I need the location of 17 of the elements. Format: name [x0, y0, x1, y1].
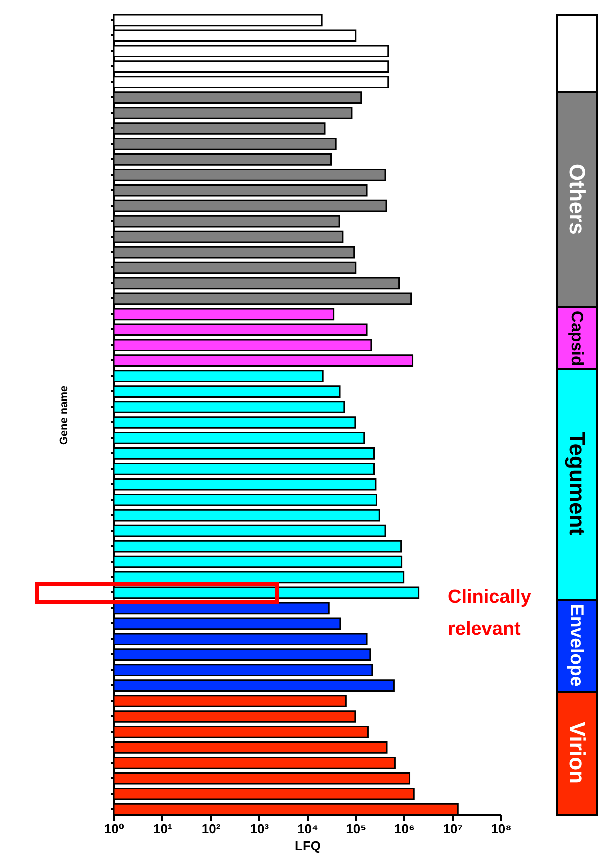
x-tick-label: 10³: [250, 822, 270, 836]
y-axis-title: Gene name: [58, 386, 70, 446]
text: Others: [556, 90, 598, 308]
x-tick-label: 10²: [202, 822, 222, 836]
x-tick-label: 10⁰: [104, 822, 125, 836]
x-axis-title: LFQ: [295, 838, 321, 854]
x-tick-label: 10¹: [153, 822, 172, 836]
x-tick-label: 10⁷: [443, 822, 464, 836]
text: Capsid: [556, 306, 598, 370]
x-tick-label: 10⁸: [491, 822, 512, 836]
annotation: Clinically relevant: [448, 586, 532, 642]
text: Envelope: [556, 598, 598, 693]
text: Virion: [556, 690, 598, 816]
text: Tegument: [556, 368, 598, 601]
x-tick-label: 10⁵: [346, 822, 367, 836]
x-tick-label: 10⁶: [394, 822, 415, 836]
x-tick-label: 10⁴: [298, 822, 318, 836]
